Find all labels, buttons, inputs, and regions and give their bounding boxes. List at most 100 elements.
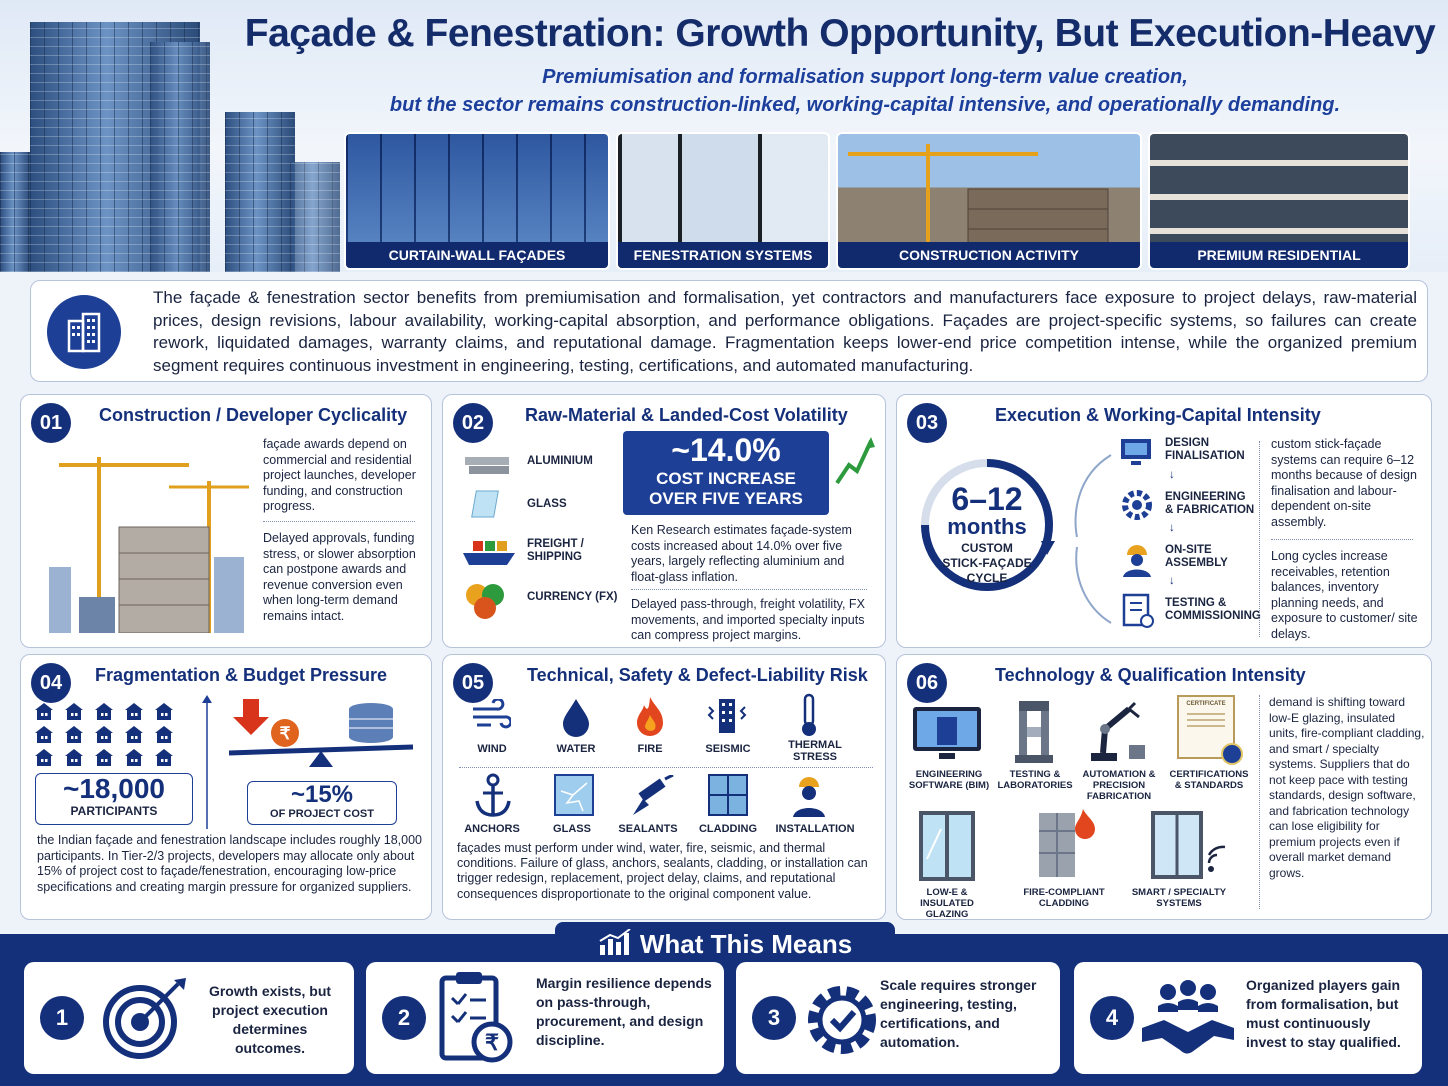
checklist-icon [1122,593,1154,628]
sealant-gun-icon [633,775,674,815]
anchor-icon [475,773,511,817]
card-title: Raw-Material & Landed-Cost Volatility [525,405,848,425]
component-label: ANCHORS [464,823,520,835]
card-text-1: custom stick-façade systems can require … [1271,437,1417,529]
component-label: SEALANTS [618,823,678,835]
takeaway-number: 1 [40,996,84,1040]
target-icon [103,978,186,1059]
tech-label: FIRE-COMPLIANT CLADDING [1023,887,1105,909]
stat-label-1: COST INCREASE [656,469,796,488]
risk-label: WIND [477,743,507,755]
photo-caption: CURTAIN-WALL FAÇADES [346,242,608,268]
page-title: Façade & Fenestration: Growth Opportunit… [244,12,1436,55]
card-title: Technical, Safety & Defect-Liability Ris… [527,665,868,685]
project-cost-stat: ~15% OF PROJECT COST [247,781,397,825]
input-label: CURRENCY (FX) [527,591,618,603]
card-text-1: Ken Research estimates façade-system cos… [631,523,852,584]
component-label: CLADDING [698,823,758,835]
input-label: FREIGHT / SHIPPING [527,538,584,563]
photo-fenestration: FENESTRATION SYSTEMS [616,132,830,270]
seismic-building-icon [707,699,747,733]
intro-text: The façade & fenestration sector benefit… [153,288,1417,375]
photo-construction: CONSTRUCTION ACTIVITY [836,132,1142,270]
step-arrow-icon: ↓ [1169,522,1175,534]
page-subtitle-line-2: but the sector remains construction-link… [389,94,1341,116]
tech-label: SMART / SPECIALTY SYSTEMS [1131,887,1227,909]
photo-caption: CONSTRUCTION ACTIVITY [838,242,1140,268]
card-number: 04 [31,663,71,703]
takeaway-card-4: 4 Organized players gain from formalisat… [1074,962,1422,1074]
tech-label: AUTOMATION & PRECISION FABRICATION [1082,769,1156,802]
divider-arrow-icon [202,695,212,829]
glass-panel-icon [554,774,594,816]
intro-panel: The façade & fenestration sector benefit… [30,280,1428,382]
glass-icon [471,490,499,518]
participants-stat: ~18,000 PARTICIPANTS [35,773,193,825]
card-construction-cyclicality: 01 Construction / Developer Cyclicality … [20,394,432,648]
robot-arm-icon [1091,701,1145,761]
card-fragmentation-budget: 04 Fragmentation & Budget Pressure ~18,0… [20,654,432,920]
fire-icon [637,697,663,736]
cost-increase-stat: ~14.0% COST INCREASE OVER FIVE YEARS [623,431,829,515]
tech-label: LOW-E & INSULATED GLAZING [920,887,974,920]
takeaway-card-1: 1 Growth exists, but project execution d… [24,962,354,1074]
ship-icon [463,541,515,565]
card-text-2: Delayed approvals, funding stress, or sl… [263,531,416,623]
takeaway-number: 2 [382,996,426,1040]
photo-caption: FENESTRATION SYSTEMS [618,242,828,268]
stat-value: ~15% [290,781,354,808]
card-number: 02 [453,403,493,443]
photo-residential: PREMIUM RESIDENTIAL [1148,132,1410,270]
trend-up-arrow-icon [835,437,875,485]
step-label: DESIGN FINALISATION [1165,437,1245,462]
stat-value: ~14.0% [671,432,781,468]
card-number: 01 [31,403,71,443]
testing-machine-icon [1015,701,1053,763]
card-raw-material-volatility: 02 Raw-Material & Landed-Cost Volatility… [442,394,886,648]
hero-banner: Façade & Fenestration: Growth Opportunit… [0,0,1448,272]
design-monitor-icon [1121,439,1151,465]
takeaway-text: Organized players gain from formalisatio… [1246,977,1401,1050]
takeaway-text: Margin resilience depends on pass-throug… [536,975,712,1048]
building-icon [47,295,121,369]
photo-caption: PREMIUM RESIDENTIAL [1150,242,1408,268]
card-execution-working-capital: 03 Execution & Working-Capital Intensity… [896,394,1432,648]
divider [263,521,415,522]
rupee-symbol: ₹ [280,724,291,743]
cladding-panel-icon [708,774,748,816]
step-arrow-icon: ↓ [1169,469,1175,481]
takeaway-number: 3 [752,996,796,1040]
photo-curtain-wall: CURTAIN-WALL FAÇADES [344,132,610,270]
cycle-label-1: CUSTOM [961,541,1013,555]
risk-label: SEISMIC [705,743,751,755]
divider [1271,539,1413,540]
what-this-means-heading: What This Means [555,922,895,966]
takeaway-number: 4 [1090,996,1134,1040]
cycle-label-3: CYCLE [966,571,1008,585]
card-text: demand is shifting toward low-E glazing,… [1269,695,1425,880]
gear-check-icon [808,986,876,1054]
cycle-center: 6–12 months CUSTOM STICK-FAÇADE CYCLE [917,483,1057,586]
stat-label: PARTICIPANTS [70,804,158,818]
takeaway-card-3: 3 Scale requires stronger engineering, t… [736,962,1060,1074]
card-number: 06 [907,663,947,703]
currency-coins-icon [466,584,504,619]
fire-cladding-icon [1039,809,1095,877]
risk-label: THERMAL STRESS [788,739,842,763]
card-text-2: Delayed pass-through, freight volatility… [631,597,865,643]
cycle-value: 6–12 [951,481,1023,517]
divider [1259,695,1260,909]
handshake-icon [1142,980,1234,1054]
card-number: 05 [453,663,493,703]
step-arrow-icon: ↓ [1169,575,1175,587]
takeaway-text: Scale requires stronger engineering, tes… [880,977,1037,1050]
stat-value: ~18,000 [63,773,165,804]
tech-label: CERTIFICATIONS & STANDARDS [1169,769,1249,791]
divider [459,767,873,768]
card-text-1: façade awards depend on commercial and r… [263,437,416,514]
aluminium-icon [465,457,509,474]
page-subtitle-line-1: Premiumisation and formalisation support… [542,66,1188,88]
section-title: What This Means [639,929,853,959]
clipboard-rupee-icon: ₹ [439,972,513,1063]
insulated-glazing-icon [919,811,975,881]
